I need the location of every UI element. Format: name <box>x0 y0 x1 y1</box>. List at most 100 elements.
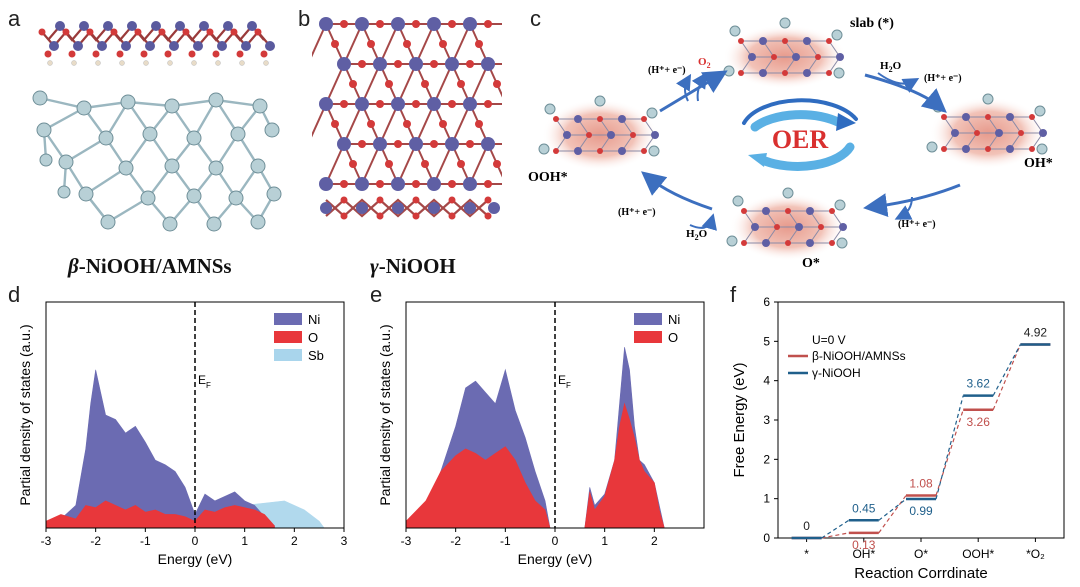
x-tick-label: -1 <box>500 534 511 548</box>
y-tick-label: 3 <box>763 413 770 427</box>
ni-atom <box>463 97 477 111</box>
x-tick-label: -2 <box>450 534 461 548</box>
legend-label-ni: Ni <box>308 312 320 327</box>
legend-title: U=0 V <box>812 333 846 347</box>
legend-swatch-sb <box>274 349 302 361</box>
o-atom <box>385 80 393 88</box>
x-tick-label: -2 <box>90 534 101 548</box>
panel-b-label: b <box>298 6 311 31</box>
o-atom <box>331 120 339 128</box>
sb-atom <box>646 107 658 119</box>
legend-label-ni: Ni <box>668 312 680 327</box>
ni-atom <box>748 53 756 61</box>
o-atom <box>457 80 465 88</box>
o-atom <box>493 160 501 168</box>
arrow-o-to-ooh <box>641 171 713 211</box>
value-label-gamma: 3.62 <box>967 377 991 391</box>
x-tick-label: 0 <box>552 534 559 548</box>
species-pe-3: (H⁺+ e⁻) <box>898 219 936 230</box>
o-atom <box>448 100 456 108</box>
sb-atom <box>833 67 845 79</box>
legend-label-o: O <box>668 330 678 345</box>
sb-atom <box>729 25 741 37</box>
o-atom <box>439 120 447 128</box>
legend-label-beta: β-NiOOH/AMNSs <box>812 349 906 363</box>
o-atom <box>826 70 832 76</box>
sb-atom <box>594 95 606 107</box>
legend-swatch-o <box>274 331 302 343</box>
ni-atom <box>409 137 423 151</box>
o-atom <box>475 120 483 128</box>
x-tick-label: O* <box>914 547 928 561</box>
o-atom <box>430 140 438 148</box>
ni-atom <box>337 137 351 151</box>
connector-beta <box>935 409 964 496</box>
ni-atom <box>962 113 970 121</box>
connector-gamma <box>878 498 907 521</box>
species-pe-2: (H⁺+ e⁻) <box>924 73 962 84</box>
o-atom <box>376 180 384 188</box>
ni-atom <box>445 57 459 71</box>
x-tick-label: 0 <box>192 534 199 548</box>
species-pe-1: (H⁺+ e⁻) <box>648 65 686 76</box>
panel-b-caption: γ-NiOOH <box>370 254 456 278</box>
o-atom <box>785 240 791 246</box>
connector-beta <box>878 495 907 534</box>
y-axis-label: Free Energy (eV) <box>731 362 748 477</box>
ni-atom <box>463 17 477 31</box>
sb-atom <box>982 93 994 105</box>
o-atom <box>815 54 821 60</box>
sb-atom <box>782 187 794 199</box>
o-atom <box>553 148 559 154</box>
ni-atom <box>607 131 615 139</box>
sb-atom <box>831 29 843 41</box>
species-pe-4: (H⁺+ e⁻) <box>618 207 656 218</box>
o-atom <box>412 20 420 28</box>
panel-f-label: f <box>730 282 737 307</box>
o-atom <box>457 160 465 168</box>
o-atom <box>641 116 647 122</box>
sb-atom <box>723 65 735 77</box>
panel-c-label: c <box>530 6 541 31</box>
ni-atom <box>563 131 571 139</box>
species-h2o-bottom: H2O <box>686 228 708 242</box>
panel-a-structure <box>32 21 282 232</box>
ni-atom <box>574 115 582 123</box>
o-atom <box>412 100 420 108</box>
o-atom <box>484 20 492 28</box>
ni-atom <box>762 239 770 247</box>
value-label-gamma: 0.45 <box>852 501 876 515</box>
ni-atom <box>803 69 811 77</box>
y-tick-label: 1 <box>763 492 770 506</box>
connector-beta <box>992 344 1021 411</box>
sb-atom <box>648 145 660 157</box>
ni-atom <box>751 223 759 231</box>
ni-atom <box>574 147 582 155</box>
x-tick-label: -1 <box>140 534 151 548</box>
o-atom <box>818 224 824 230</box>
o-atom <box>974 130 980 136</box>
o-atom <box>484 100 492 108</box>
x-tick-label: *O₂ <box>1026 547 1045 561</box>
state-slab: slab (*) <box>850 16 894 31</box>
ni-atom <box>427 97 441 111</box>
o-atom <box>394 140 402 148</box>
ni-atom <box>319 17 333 31</box>
ni-atom <box>806 239 814 247</box>
x-axis-label: Energy (eV) <box>158 551 233 567</box>
o-atom <box>349 160 357 168</box>
o-atom <box>394 60 402 68</box>
o-atom <box>340 20 348 28</box>
ni-atom <box>391 97 405 111</box>
o-atom <box>358 60 366 68</box>
o-atom <box>340 180 348 188</box>
connector-gamma <box>935 395 964 500</box>
o-atom <box>421 80 429 88</box>
fermi-subscript: F <box>566 381 571 390</box>
sb-atom <box>732 195 744 207</box>
series-ni-area <box>45 369 275 529</box>
ni-atom <box>762 207 770 215</box>
state-ooh: OOH* <box>528 170 568 185</box>
o-atom <box>412 180 420 188</box>
o-atom <box>367 120 375 128</box>
